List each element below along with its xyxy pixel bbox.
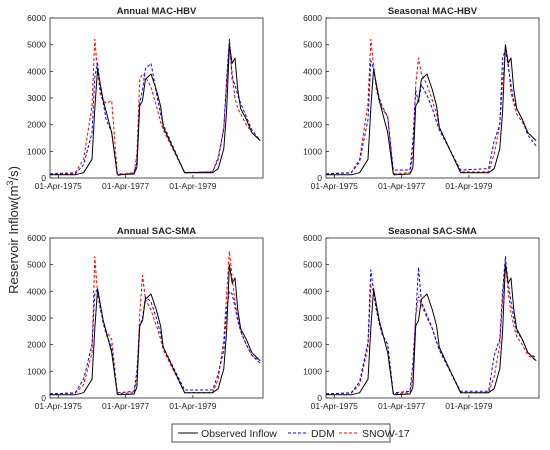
y-tick-label-annual-sac-sma-0: 0: [41, 393, 46, 403]
panel-seasonal-mac-hbv: Seasonal MAC-HBV 0 1000 2000 3000 4000 5000 600…: [303, 6, 540, 191]
y-tick-label-annual-mac-hbv-5000: 5000: [27, 40, 46, 50]
series-line-annual-sac-sma-snow-17: [50, 250, 261, 395]
x-tick-label-seasonal-sac-sma-0: 01-Apr-1975: [311, 401, 359, 411]
x-tick-label-annual-sac-sma-2: 01-Apr-1979: [169, 401, 217, 411]
y-axis-label-sup: 3: [5, 181, 15, 186]
series-line-annual-sac-sma-observed-inflow: [50, 264, 261, 396]
y-tick-label-seasonal-mac-hbv-6000: 6000: [303, 13, 322, 23]
y-axis-label-main: Reservoir Inflow(m: [6, 186, 21, 294]
x-tick-label-annual-mac-hbv-2: 01-Apr-1979: [169, 181, 217, 191]
x-tick-label-annual-sac-sma-0: 01-Apr-1975: [35, 401, 83, 411]
y-tick-label-seasonal-sac-sma-1000: 1000: [303, 366, 322, 376]
series-line-annual-sac-sma-ddm: [50, 288, 261, 395]
chart-title-seasonal-sac-sma: Seasonal SAC-SMA: [388, 226, 477, 237]
panel-seasonal-sac-sma: Seasonal SAC-SMA 0 1000 2000 3000 4000 5000 600…: [303, 226, 540, 411]
x-tick-label-seasonal-mac-hbv-2: 01-Apr-1979: [445, 181, 493, 191]
y-tick-label-seasonal-sac-sma-0: 0: [317, 393, 322, 403]
panel-annual-sac-sma: Annual SAC-SMA 0 1000 2000 3000 4000 5000 6000 0…: [27, 226, 264, 411]
y-tick-label-annual-sac-sma-2000: 2000: [27, 340, 46, 350]
y-tick-label-annual-sac-sma-1000: 1000: [27, 366, 46, 376]
y-tick-label-seasonal-sac-sma-4000: 4000: [303, 286, 322, 296]
legend-label-observed: Observed Inflow: [201, 428, 277, 440]
y-tick-label-seasonal-sac-sma-3000: 3000: [303, 313, 322, 323]
y-tick-label-seasonal-mac-hbv-5000: 5000: [303, 40, 322, 50]
y-tick-label-annual-mac-hbv-1000: 1000: [27, 146, 46, 156]
plot-area-seasonal-sac-sma: [325, 237, 540, 399]
plot-area-seasonal-mac-hbv: [325, 17, 540, 179]
y-tick-label-annual-mac-hbv-3000: 3000: [27, 93, 46, 103]
chart-title-seasonal-mac-hbv: Seasonal MAC-HBV: [388, 6, 478, 17]
series-line-seasonal-sac-sma-observed-inflow: [326, 264, 537, 396]
y-tick-label-seasonal-mac-hbv-2000: 2000: [303, 120, 322, 130]
y-tick-label-seasonal-mac-hbv-3000: 3000: [303, 93, 322, 103]
legend-label-ddm: DDM: [311, 428, 335, 440]
y-tick-label-annual-mac-hbv-0: 0: [41, 173, 46, 183]
chart-title-annual-sac-sma: Annual SAC-SMA: [117, 226, 196, 237]
x-tick-label-annual-mac-hbv-1: 01-Apr-1977: [102, 181, 150, 191]
x-tick-label-annual-mac-hbv-0: 01-Apr-1975: [35, 181, 83, 191]
x-tick-label-seasonal-mac-hbv-1: 01-Apr-1977: [378, 181, 426, 191]
series-line-annual-mac-hbv-ddm: [50, 38, 261, 176]
y-tick-label-seasonal-mac-hbv-4000: 4000: [303, 66, 322, 76]
y-tick-label-seasonal-sac-sma-2000: 2000: [303, 340, 322, 350]
series-line-seasonal-mac-hbv-observed-inflow: [326, 44, 537, 176]
series-line-annual-mac-hbv-snow-17: [50, 38, 261, 175]
y-tick-label-annual-sac-sma-6000: 6000: [27, 233, 46, 243]
y-tick-label-annual-sac-sma-5000: 5000: [27, 260, 46, 270]
series-line-annual-mac-hbv-observed-inflow: [50, 44, 261, 176]
y-tick-label-seasonal-mac-hbv-0: 0: [317, 173, 322, 183]
x-tick-label-seasonal-mac-hbv-0: 01-Apr-1975: [311, 181, 359, 191]
y-tick-label-annual-mac-hbv-2000: 2000: [27, 120, 46, 130]
y-axis-label: Reservoir Inflow(m3/s): [5, 166, 21, 294]
x-tick-label-annual-sac-sma-1: 01-Apr-1977: [102, 401, 150, 411]
y-tick-label-seasonal-sac-sma-6000: 6000: [303, 233, 322, 243]
legend-label-snow17: SNOW-17: [362, 428, 410, 440]
y-tick-label-seasonal-mac-hbv-1000: 1000: [303, 146, 322, 156]
y-tick-label-annual-mac-hbv-4000: 4000: [27, 66, 46, 76]
x-tick-label-seasonal-sac-sma-2: 01-Apr-1979: [445, 401, 493, 411]
legend-box: [171, 423, 391, 443]
y-tick-label-seasonal-sac-sma-5000: 5000: [303, 260, 322, 270]
series-line-seasonal-sac-sma-ddm: [326, 256, 537, 395]
panel-annual-mac-hbv: Annual MAC-HBV 0 1000 2000 3000 4000 5000 6000 0…: [27, 6, 264, 191]
y-axis-label-end: /s): [6, 166, 21, 180]
x-tick-label-seasonal-sac-sma-1: 01-Apr-1977: [378, 401, 426, 411]
chart-title-annual-mac-hbv: Annual MAC-HBV: [117, 6, 197, 17]
y-tick-label-annual-sac-sma-3000: 3000: [27, 313, 46, 323]
plot-area-annual-mac-hbv: [49, 17, 264, 179]
y-tick-label-annual-mac-hbv-6000: 6000: [27, 13, 46, 23]
legend: Observed Inflow DDM SNOW-17: [171, 423, 410, 443]
y-tick-label-annual-sac-sma-4000: 4000: [27, 286, 46, 296]
